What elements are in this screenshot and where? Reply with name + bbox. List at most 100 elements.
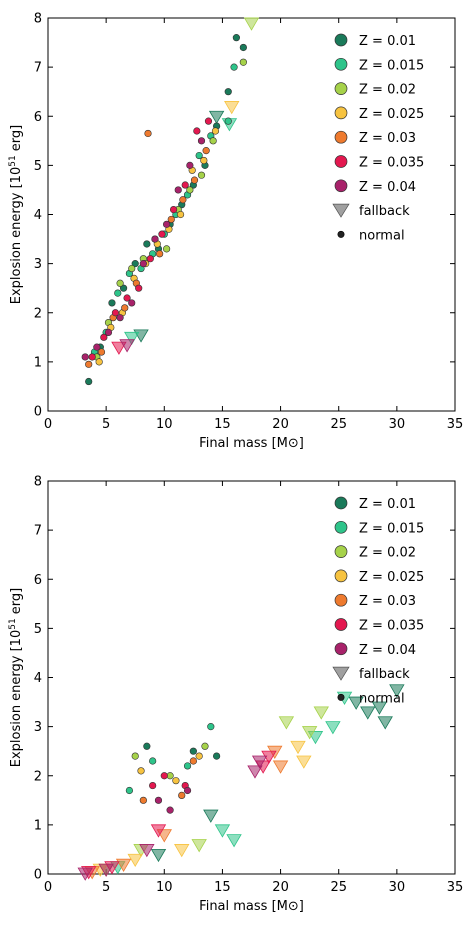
y-axis-label-exponent: 51: [8, 155, 18, 166]
y-axis-label: Explosion energy [1051 erg]: [8, 588, 24, 768]
legend-marker-circle: [334, 593, 348, 607]
legend-marker-triangle: [332, 203, 350, 218]
x-tick-label: 35: [447, 417, 464, 432]
normal-point-z-0.04: [151, 235, 159, 243]
normal-point-z-0.03: [97, 348, 106, 356]
normal-point-z-0.02: [209, 137, 217, 145]
normal-point-z-0.035: [135, 284, 143, 292]
legend-label: Z = 0.025: [359, 570, 424, 585]
y-tick-label: 4: [34, 208, 42, 223]
fallback-point-z-0.04: [247, 765, 263, 779]
x-tick-label: 30: [389, 417, 406, 432]
y-axis-label-exponent: 51: [8, 618, 18, 629]
legend-marker-circle: [334, 179, 348, 193]
normal-point-z-0.03: [121, 304, 129, 312]
normal-point-z-0.035: [100, 333, 108, 341]
x-tick-label: 35: [447, 880, 464, 895]
normal-point-z-0.01: [85, 377, 93, 386]
legend-label: Z = 0.03: [359, 594, 416, 609]
normal-point-z-0.04: [81, 353, 89, 361]
normal-point-z-0.01: [224, 88, 232, 96]
legend-label: normal: [359, 691, 405, 706]
legend-label: Z = 0.02: [359, 83, 416, 98]
legend-label: Z = 0.015: [359, 521, 424, 536]
legend: Z = 0.01 Z = 0.015 Z = 0.02 Z = 0.025 Z = 0.…: [332, 33, 424, 243]
normal-point-z-0.015: [125, 786, 133, 795]
y-tick-label: 6: [34, 110, 42, 125]
normal-point-z-0.04: [174, 186, 182, 194]
y-tick-label: 4: [34, 671, 42, 686]
x-tick-label: 25: [330, 417, 347, 432]
y-tick-label: 0: [34, 868, 42, 883]
fallback-point-z-0.03: [115, 858, 132, 872]
fallback-point-z-0.025: [174, 844, 190, 858]
fallback-point-z-0.025: [224, 101, 240, 115]
legend-label: Z = 0.04: [359, 643, 416, 658]
normal-point-z-0.02: [116, 279, 124, 287]
fallback-point-z-0.025: [127, 853, 143, 868]
normal-point-z-0.03: [190, 176, 199, 184]
y-axis-label-part: erg]: [9, 588, 24, 619]
x-tick-label: 10: [156, 417, 173, 432]
normal-point-z-0.015: [149, 757, 157, 765]
fallback-point-z-0.01: [371, 701, 388, 715]
normal-point-z-0.025: [200, 156, 208, 165]
legend-marker-circle: [334, 155, 348, 168]
normal-point-z-0.03: [189, 757, 197, 765]
y-tick-label: 1: [34, 818, 42, 833]
legend-marker-circle: [334, 82, 348, 95]
legend-marker-circle: [334, 618, 348, 631]
normal-point-z-0.01: [232, 34, 240, 42]
y-tick-label: 8: [34, 12, 42, 27]
data-points: [77, 684, 405, 881]
normal-point-z-0.035: [181, 181, 189, 189]
normal-point-z-0.025: [211, 127, 220, 135]
legend-label: Z = 0.02: [359, 546, 416, 561]
y-axis-label: Explosion energy [1051 erg]: [8, 125, 24, 305]
legend-label: Z = 0.035: [359, 156, 424, 171]
fallback-point-z-0.02: [301, 726, 318, 740]
normal-point-z-0.025: [176, 210, 185, 219]
legend-label: Z = 0.04: [359, 180, 416, 195]
y-tick-label: 2: [34, 306, 42, 321]
y-tick-label: 3: [34, 720, 42, 735]
x-tick-label: 30: [389, 880, 406, 895]
normal-point-z-0.015: [224, 117, 232, 125]
legend-marker-circle: [334, 33, 348, 47]
normal-point-z-0.025: [137, 767, 145, 775]
legend-label: Z = 0.025: [359, 107, 424, 122]
normal-point-z-0.04: [197, 137, 206, 145]
x-tick-label: 15: [214, 880, 231, 895]
fallback-point-z-0.01: [377, 716, 393, 730]
normal-point-z-0.01: [108, 299, 116, 307]
normal-point-z-0.035: [123, 294, 131, 302]
legend-marker-circle: [334, 106, 348, 120]
normal-point-z-0.03: [167, 215, 175, 224]
y-tick-label: 3: [34, 257, 42, 272]
x-tick-label: 5: [102, 880, 110, 895]
y-axis-label-part: Explosion energy [10: [9, 167, 24, 304]
normal-point-z-0.04: [166, 806, 174, 814]
legend-label: Z = 0.015: [359, 58, 424, 73]
legend-label: fallback: [359, 204, 410, 219]
normal-point-z-0.01: [213, 752, 221, 760]
normal-point-z-0.04: [104, 328, 113, 337]
legend: Z = 0.01 Z = 0.015 Z = 0.02 Z = 0.025 Z = 0.…: [332, 496, 424, 706]
legend-marker-circle: [334, 496, 348, 510]
fallback-point-z-0.02: [243, 17, 260, 31]
normal-point-z-0.025: [95, 358, 103, 366]
fallback-point-z-0.04: [251, 755, 268, 769]
legend-marker-circle: [334, 545, 348, 558]
legend-label: Z = 0.01: [359, 34, 416, 49]
top-scatter-panel: 0 5 10 15 20 25 30 35 0 1 2 3 4 5 6 7 8 Final mass [M⊙] Ex…: [8, 12, 463, 452]
fallback-point-z-0.01: [203, 809, 219, 823]
normal-point-z-0.035: [169, 205, 178, 214]
fallback-point-z-0.03: [272, 760, 289, 774]
normal-point-z-0.04: [128, 299, 136, 307]
legend-marker-small-circle: [337, 693, 345, 701]
normal-point-z-0.04: [186, 161, 194, 169]
normal-point-z-0.035: [111, 309, 120, 317]
normal-point-z-0.02: [131, 752, 139, 760]
fallback-point-z-0.04: [98, 863, 114, 877]
